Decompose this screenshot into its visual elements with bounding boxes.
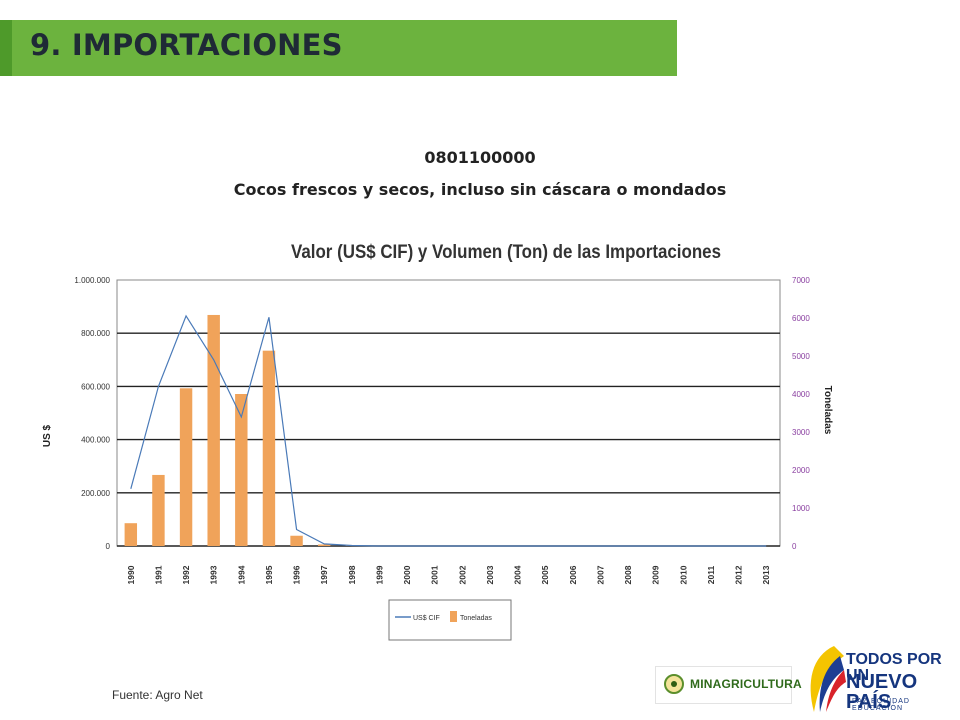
- y-tick-label: 1.000.000: [74, 276, 110, 285]
- y-tick-label: 800.000: [81, 329, 110, 338]
- x-tick-label: 2013: [761, 565, 771, 584]
- title-bar-accent: [0, 20, 12, 76]
- legend-bar-swatch: [450, 611, 457, 622]
- y2-tick-label: 0: [792, 542, 797, 551]
- x-tick-label: 1996: [292, 565, 302, 584]
- legend-label-toneladas: Toneladas: [460, 615, 492, 622]
- y-tick-label: 200.000: [81, 489, 110, 498]
- bar-toneladas: [179, 388, 193, 546]
- y2-tick-label: 3000: [792, 428, 810, 437]
- x-tick-label: 2008: [623, 565, 633, 584]
- bar-toneladas: [152, 474, 165, 546]
- gov-slogan-line1: TODOS POR UN: [846, 651, 942, 684]
- x-tick-label: 2012: [734, 565, 744, 584]
- gov-slogan-line2: NUEVO PAÍS: [846, 671, 918, 713]
- x-tick-label: 2004: [513, 565, 523, 584]
- x-tick-label: 2005: [540, 565, 550, 584]
- y2-tick-label: 7000: [792, 276, 810, 285]
- y2-tick-label: 2000: [792, 466, 810, 475]
- y2-tick-label: 4000: [792, 390, 810, 399]
- x-tick-label: 1997: [319, 565, 329, 584]
- gov-slogan-line3: PAZ EQUIDAD EDUCACIÓN: [852, 698, 910, 712]
- minagricultura-logo: MINAGRICULTURA: [655, 666, 802, 704]
- bar-toneladas: [207, 314, 220, 546]
- legend-label-us-cif: US$ CIF: [413, 615, 440, 622]
- x-tick-label: 1991: [153, 565, 163, 584]
- x-tick-label: 2001: [430, 565, 440, 584]
- bar-toneladas: [290, 535, 303, 546]
- x-tick-label: 1999: [374, 565, 384, 584]
- flag-swoosh-icon: [810, 646, 846, 712]
- plot-area: [116, 279, 781, 547]
- y2-tick-label: 6000: [792, 314, 810, 323]
- line-us-cif: [130, 314, 767, 547]
- x-tick-label: 2003: [485, 565, 495, 584]
- section-title: 9. IMPORTACIONES: [30, 28, 343, 62]
- source-note: Fuente: Agro Net: [112, 688, 203, 702]
- x-tick-label: 2011: [706, 566, 716, 585]
- bar-toneladas: [235, 394, 248, 546]
- y2-tick-label: 1000: [792, 504, 810, 513]
- x-tick-label: 1998: [347, 565, 357, 584]
- x-tick-label: 2007: [595, 565, 605, 584]
- y2-axis-label: Toneladas: [822, 386, 833, 435]
- y2-tick-label: 5000: [792, 352, 810, 361]
- x-tick-label: 1994: [236, 565, 246, 584]
- section-title-bar: 9. IMPORTACIONES: [0, 20, 677, 76]
- x-tick-label: 2006: [568, 565, 578, 584]
- government-logo: TODOS POR UN NUEVO PAÍS PAZ EQUIDAD EDUC…: [804, 642, 954, 716]
- y-tick-label: 400.000: [81, 436, 110, 445]
- minagricultura-label: MINAGRICULTURA: [690, 677, 802, 691]
- y-tick-label: 600.000: [81, 382, 110, 391]
- bar-toneladas: [317, 544, 331, 546]
- bar-toneladas: [262, 350, 276, 546]
- x-tick-label: 2000: [402, 565, 412, 584]
- y-tick-label: 0: [106, 542, 111, 551]
- x-tick-label: 1995: [264, 565, 274, 584]
- bar-toneladas: [124, 523, 138, 546]
- y-axis-label: US $: [42, 424, 53, 447]
- x-tick-label: 2009: [651, 565, 661, 584]
- x-tick-label: 1990: [126, 565, 136, 584]
- x-tick-label: 2002: [457, 565, 467, 584]
- x-tick-label: 2010: [678, 565, 688, 584]
- x-tick-label: 1993: [209, 565, 219, 584]
- coat-of-arms-icon: [664, 674, 684, 694]
- product-name: Cocos frescos y secos, incluso sin cásca…: [233, 180, 727, 199]
- chart-title: Valor (US$ CIF) y Volumen (Ton) de las I…: [291, 242, 721, 263]
- product-code: 0801100000: [424, 148, 536, 167]
- x-tick-label: 1992: [181, 565, 191, 584]
